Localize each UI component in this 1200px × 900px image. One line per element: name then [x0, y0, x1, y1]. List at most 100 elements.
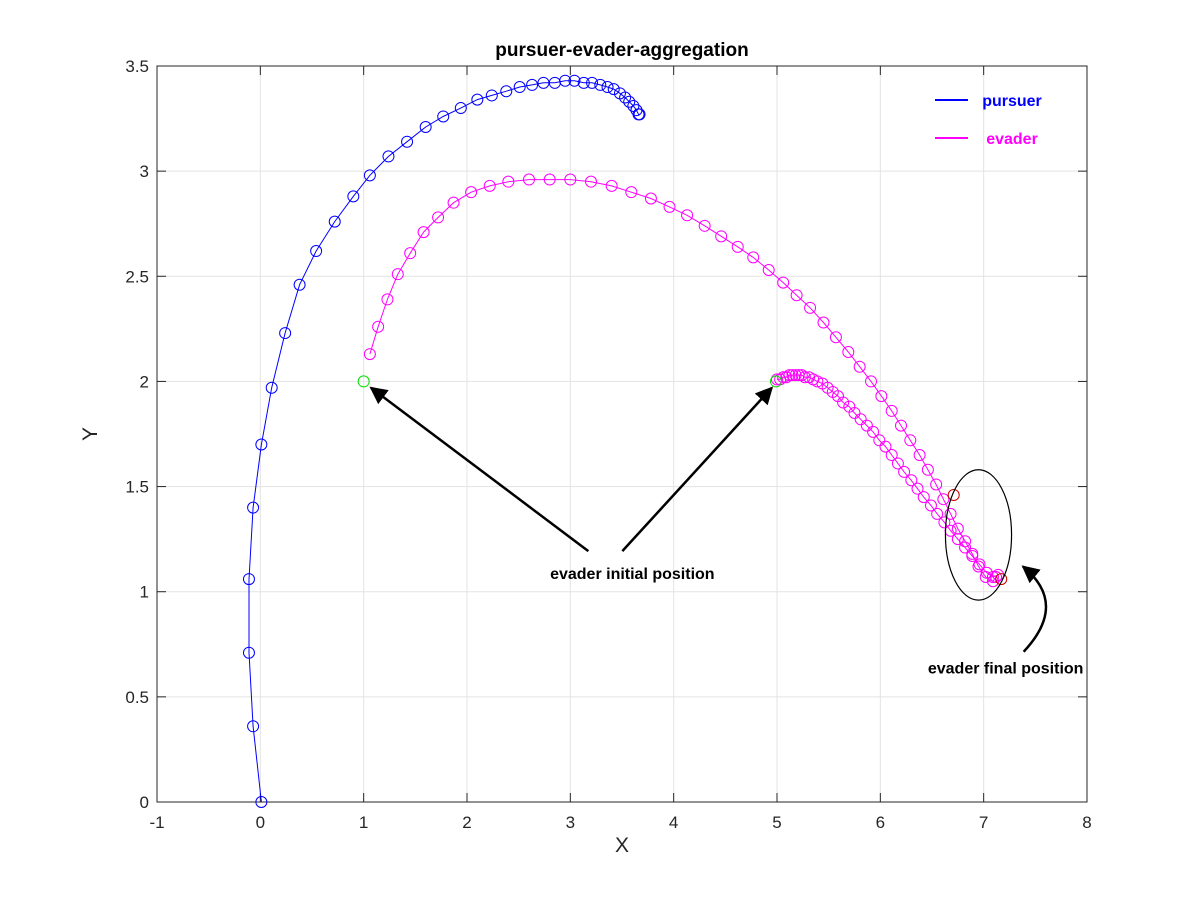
data-point-evader — [771, 373, 783, 386]
final-position-arrow — [1021, 565, 1048, 653]
data-point-pursuer — [242, 646, 255, 659]
annotation-final-position: evader final position — [928, 661, 1084, 678]
data-point-pursuer — [401, 135, 414, 148]
y-tick-label: 0.5 — [125, 688, 149, 707]
data-point-evader — [885, 404, 898, 417]
data-point-evader — [860, 419, 873, 432]
data-point-evader — [681, 209, 694, 222]
series — [242, 74, 1008, 808]
data-point-evader — [585, 175, 597, 188]
data-point-evader — [502, 175, 515, 188]
data-point-evader — [938, 516, 951, 529]
ticks: -1 0 1 2 3 4 5 6 7 800.511.522.533.5 — [125, 57, 1091, 832]
data-point-evader — [483, 179, 496, 192]
data-point-evader — [966, 549, 979, 562]
data-point-evader — [905, 474, 918, 487]
x-tick-label: 6 — [876, 813, 885, 832]
data-point-pursuer — [328, 215, 341, 228]
data-point-evader — [543, 173, 556, 186]
data-point-pursuer — [586, 76, 599, 89]
data-point-pursuer — [594, 78, 607, 91]
data-point-pursuer — [437, 110, 450, 123]
data-point-evader — [698, 219, 711, 232]
y-tick-label: 1.5 — [125, 478, 149, 497]
data-point-evader — [837, 396, 850, 409]
y-tick-label: 1 — [140, 583, 149, 602]
data-point-evader — [465, 186, 478, 199]
y-tick-label: 2 — [140, 372, 149, 391]
data-point-pursuer — [279, 327, 292, 340]
data-point-evader — [731, 240, 744, 253]
data-point-evader — [783, 369, 796, 382]
initial-position-arrow — [621, 386, 774, 552]
data-point-evader — [777, 276, 790, 289]
final-position-marker — [947, 488, 960, 501]
data-point-evader — [829, 331, 842, 344]
data-point-evader — [605, 179, 618, 192]
data-point-evader — [564, 173, 577, 186]
data-point-pursuer — [382, 150, 395, 163]
data-point-evader — [848, 406, 861, 419]
data-point-evader — [447, 196, 460, 209]
data-point-evader — [789, 369, 802, 382]
data-point-evader — [625, 186, 638, 199]
data-point-evader — [959, 541, 972, 554]
x-tick-label: 3 — [566, 813, 575, 832]
chart-title: pursuer-evader-aggregation — [495, 40, 748, 61]
data-point-evader — [904, 434, 917, 447]
data-point-evader — [811, 375, 824, 388]
data-point-evader — [780, 371, 793, 384]
data-point-evader — [944, 507, 957, 520]
data-point-pursuer — [568, 74, 581, 87]
data-point-evader — [786, 369, 799, 382]
y-tick-label: 3.5 — [125, 57, 149, 76]
data-point-evader — [921, 463, 934, 476]
data-point-evader — [992, 568, 1005, 581]
series-line-pursuer — [248, 80, 640, 803]
data-point-evader — [417, 226, 430, 239]
initial-position-marker — [357, 375, 370, 388]
data-point-pursuer — [247, 720, 260, 733]
data-point-evader — [898, 465, 911, 478]
data-point-evader — [931, 507, 944, 520]
data-point-evader — [432, 211, 445, 224]
y-tick-label: 0 — [140, 793, 149, 812]
data-point-evader — [363, 348, 376, 361]
x-tick-label: 4 — [669, 813, 678, 832]
data-point-pursuer — [347, 190, 360, 203]
data-point-evader — [895, 419, 907, 432]
data-point-evader — [924, 499, 937, 512]
data-point-pursuer — [247, 501, 260, 514]
data-point-evader — [817, 316, 830, 329]
data-point-pursuer — [454, 102, 467, 115]
data-point-pursuer — [500, 85, 513, 98]
final-position-ellipse — [944, 469, 1013, 601]
data-point-pursuer — [419, 120, 432, 133]
data-point-evader — [372, 320, 385, 333]
data-point-evader — [853, 360, 866, 373]
x-tick-label: 0 — [256, 813, 265, 832]
final-position-marker — [995, 573, 1008, 586]
data-point-evader — [917, 491, 930, 504]
data-point-pursuer — [471, 93, 484, 106]
data-point-pursuer — [485, 89, 498, 102]
data-point-evader — [842, 345, 855, 358]
data-point-pursuer — [265, 381, 278, 394]
data-point-evader — [873, 434, 886, 447]
data-point-pursuer — [310, 245, 323, 258]
data-point-evader — [777, 371, 790, 384]
data-point-evader — [854, 413, 867, 426]
axes-box — [156, 65, 1088, 803]
data-point-evader — [951, 533, 964, 546]
data-point-evader — [885, 449, 898, 462]
data-point-evader — [937, 493, 950, 506]
data-point-evader — [986, 570, 999, 583]
x-tick-label: 2 — [462, 813, 471, 832]
data-point-pursuer — [607, 83, 620, 96]
y-tick-label: 3 — [140, 162, 149, 181]
data-point-evader — [391, 268, 404, 281]
data-point-evader — [715, 230, 728, 243]
data-point-evader — [891, 457, 904, 470]
y-tick-label: 2.5 — [125, 267, 149, 286]
data-point-pursuer — [242, 573, 255, 586]
